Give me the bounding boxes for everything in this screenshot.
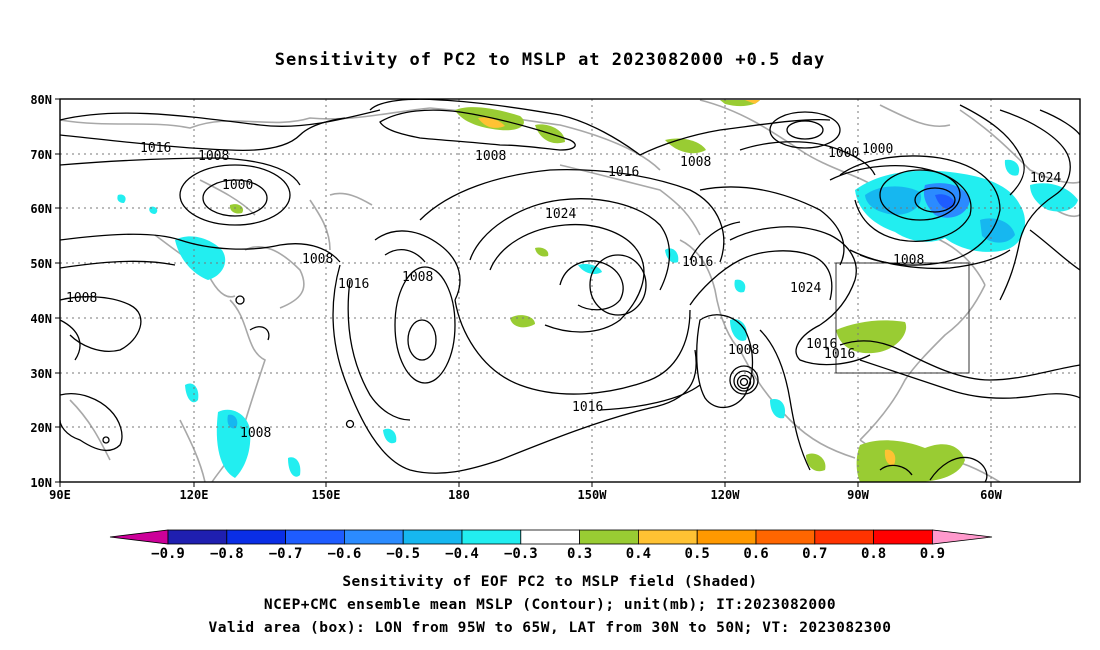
contour-label: 1008 bbox=[402, 270, 433, 285]
contour-label: 1016 bbox=[338, 277, 369, 292]
plot-frame bbox=[59, 98, 1081, 483]
lon-label: 120E bbox=[180, 488, 209, 502]
contour-label: 1008 bbox=[893, 253, 924, 268]
colorbar-low-arrow bbox=[109, 529, 169, 545]
contour-label: 1008 bbox=[66, 291, 97, 306]
sensitivity-shading bbox=[117, 100, 1078, 482]
contour-label: 1008 bbox=[728, 343, 759, 358]
mslp-contours bbox=[60, 99, 1080, 482]
lon-label: 60W bbox=[980, 488, 1002, 502]
lon-label: 90W bbox=[847, 488, 869, 502]
colorbar-label: 0.4 bbox=[626, 546, 651, 562]
colorbar-label: −0.4 bbox=[445, 546, 479, 562]
colorbar-high-arrow bbox=[932, 529, 993, 545]
colorbar-swatch bbox=[343, 529, 404, 545]
colorbar-label: −0.8 bbox=[210, 546, 244, 562]
colorbar-label: 0.6 bbox=[743, 546, 768, 562]
colorbar-label: −0.5 bbox=[386, 546, 420, 562]
colorbar-label: −0.3 bbox=[504, 546, 538, 562]
colorbar-label: 0.9 bbox=[920, 546, 945, 562]
colorbar-swatch bbox=[755, 529, 816, 545]
contour-label: 1016 bbox=[824, 347, 855, 362]
colorbar-swatch bbox=[402, 529, 463, 545]
valid-area-box bbox=[835, 262, 970, 374]
colorbar-swatch bbox=[461, 529, 522, 545]
contour-label: 1016 bbox=[572, 400, 603, 415]
caption-line-1: Sensitivity of EOF PC2 to MSLP field (Sh… bbox=[342, 574, 758, 590]
colorbar-label: 0.3 bbox=[567, 546, 592, 562]
colorbar-label: 0.7 bbox=[802, 546, 827, 562]
lat-label: 40N bbox=[30, 312, 52, 326]
contour-label: 1024 bbox=[790, 281, 821, 296]
contour-label: 1016 bbox=[608, 165, 639, 180]
contour-label: 1024 bbox=[545, 207, 576, 222]
colorbar-swatch bbox=[285, 529, 345, 545]
colorbar-swatch bbox=[873, 529, 933, 545]
lon-label: 180 bbox=[448, 488, 470, 502]
contour-labels: 1016 1008 1000 1008 1008 1008 1016 1008 … bbox=[66, 141, 1061, 441]
caption-line-2: NCEP+CMC ensemble mean MSLP (Contour); u… bbox=[263, 597, 837, 613]
latitude-labels: 80N 70N 60N 50N 40N 30N 20N 10N bbox=[30, 93, 52, 490]
contour-label: 1000 bbox=[222, 178, 253, 193]
caption-line-3: Valid area (box): LON from 95W to 65W, L… bbox=[208, 620, 892, 636]
lat-label: 20N bbox=[30, 421, 52, 435]
contour-label: 1008 bbox=[302, 252, 333, 267]
lat-label: 60N bbox=[30, 202, 52, 216]
contour-label: 1008 bbox=[475, 149, 506, 164]
lat-label: 80N bbox=[30, 93, 52, 107]
contour-label: 1016 bbox=[806, 337, 837, 352]
contour-label: 1024 bbox=[1030, 171, 1061, 186]
colorbar-swatch bbox=[814, 529, 874, 545]
colorbar-label: 0.5 bbox=[685, 546, 710, 562]
contour-label: 1016 bbox=[682, 255, 713, 270]
lat-label: 30N bbox=[30, 367, 52, 381]
colorbar-swatch bbox=[520, 529, 580, 545]
lon-label: 120W bbox=[711, 488, 741, 502]
contour-label: 1008 bbox=[240, 426, 271, 441]
colorbar-swatch bbox=[638, 529, 698, 545]
colorbar-swatch bbox=[226, 529, 287, 545]
colorbar-swatch bbox=[167, 529, 228, 545]
lat-label: 50N bbox=[30, 257, 52, 271]
coastlines bbox=[60, 99, 1080, 482]
colorbar-label: −0.6 bbox=[328, 546, 362, 562]
colorbar-label: −0.9 bbox=[151, 546, 185, 562]
lon-label: 150W bbox=[578, 488, 608, 502]
lat-label: 70N bbox=[30, 148, 52, 162]
colorbar-label: −0.7 bbox=[269, 546, 303, 562]
contour-label: 1016 bbox=[140, 141, 171, 156]
contour-label: 1008 bbox=[680, 155, 711, 170]
lon-label: 150E bbox=[312, 488, 341, 502]
lon-label: 90E bbox=[49, 488, 71, 502]
contour-label: 1000 bbox=[828, 146, 859, 161]
colorbar-label: 0.8 bbox=[861, 546, 886, 562]
contour-label: 1008 bbox=[198, 149, 229, 164]
colorbar-swatch bbox=[579, 529, 639, 545]
contour-label: 1000 bbox=[862, 142, 893, 157]
map-gridlines bbox=[60, 99, 1080, 482]
colorbar-swatch bbox=[696, 529, 757, 545]
colorbar: −0.9 −0.8 −0.7 −0.6 −0.5 −0.4 −0.3 0.3 0.4 0.5 0.6… bbox=[109, 529, 993, 562]
lat-label: 10N bbox=[30, 476, 52, 490]
axis-ticks bbox=[55, 98, 992, 487]
chart-title: Sensitivity of PC2 to MSLP at 2023082000… bbox=[274, 50, 826, 70]
longitude-labels: 90E 120E 150E 180 150W 120W 90W 60W bbox=[49, 488, 1002, 502]
